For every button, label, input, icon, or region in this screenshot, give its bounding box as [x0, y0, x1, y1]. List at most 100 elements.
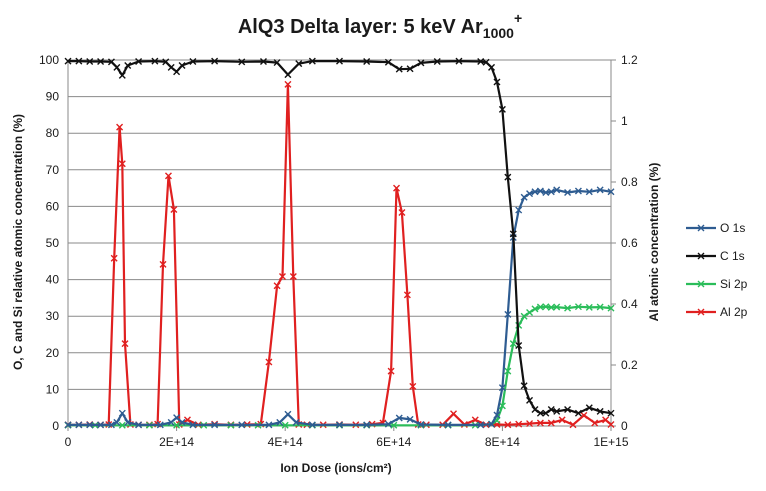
data-point — [238, 421, 246, 429]
data-point — [273, 59, 281, 67]
data-point — [547, 419, 555, 427]
data-point — [363, 57, 371, 65]
data-point — [515, 341, 523, 349]
data-point — [211, 57, 219, 65]
data-point — [498, 384, 506, 392]
chart-title-superscript: + — [514, 10, 522, 26]
data-point — [547, 303, 555, 311]
y-tick-label: 70 — [46, 163, 60, 177]
data-point — [124, 61, 132, 69]
data-point — [276, 418, 284, 426]
data-point — [536, 187, 544, 195]
data-point — [531, 305, 539, 313]
data-point — [151, 57, 159, 65]
data-point — [520, 193, 528, 201]
data-point — [113, 418, 121, 426]
y2-tick-label: 0.6 — [621, 236, 638, 250]
legend-label-si-2p: Si 2p — [720, 277, 748, 291]
data-point — [553, 303, 561, 311]
data-point — [515, 206, 523, 214]
y-axis-ticks: 0 10 20 30 40 50 60 70 80 90 100 — [39, 53, 59, 433]
data-point — [553, 186, 561, 194]
data-point — [409, 382, 417, 390]
y2-tick-label: 1 — [621, 114, 628, 128]
data-point — [450, 410, 458, 418]
series-layer — [64, 57, 615, 429]
data-point — [509, 230, 517, 238]
legend: O 1s C 1s Si 2p Al 2p — [686, 221, 748, 319]
data-point — [124, 418, 132, 426]
data-point — [336, 421, 343, 429]
x-axis-title: Ion Dose (ions/cm²) — [280, 461, 391, 475]
x-axis-ticks: 0 2E+14 4E+14 6E+14 8E+14 1E+15 — [65, 426, 629, 449]
data-point — [110, 254, 118, 262]
data-point — [547, 188, 555, 196]
data-point — [526, 396, 534, 404]
data-point — [531, 406, 539, 414]
y-tick-label: 0 — [52, 419, 59, 433]
data-point — [564, 406, 572, 414]
data-point — [509, 340, 517, 348]
y-tick-label: 60 — [46, 199, 60, 213]
legend-marker — [697, 224, 705, 232]
data-point — [308, 57, 316, 65]
data-point — [477, 57, 485, 65]
series-line-c-1s — [68, 59, 612, 415]
y-tick-label: 20 — [46, 346, 60, 360]
data-point — [183, 416, 191, 424]
data-point — [493, 78, 501, 86]
data-point — [167, 63, 175, 71]
data-point — [384, 420, 392, 428]
y2-tick-label: 0.2 — [621, 358, 638, 372]
data-point — [278, 273, 286, 281]
y2-tick-label: 1.2 — [621, 53, 638, 67]
legend-marker — [697, 280, 705, 288]
data-point — [574, 409, 582, 417]
data-point — [607, 188, 615, 196]
data-point — [363, 421, 371, 429]
data-point — [398, 209, 406, 216]
y-tick-label: 80 — [46, 126, 60, 140]
y-tick-label: 50 — [46, 236, 60, 250]
data-point — [493, 411, 501, 419]
data-point — [167, 418, 175, 426]
data-point — [107, 58, 115, 66]
data-point — [526, 309, 534, 317]
data-point — [164, 172, 172, 180]
x-tick-label: 8E+14 — [485, 435, 520, 449]
data-point — [607, 420, 615, 428]
y-tick-label: 30 — [46, 309, 60, 323]
data-point — [536, 409, 544, 417]
data-point — [542, 188, 550, 196]
data-point — [178, 418, 186, 426]
data-point — [170, 205, 178, 213]
data-point — [574, 303, 582, 311]
data-point — [526, 420, 534, 428]
data-point — [585, 404, 593, 412]
data-point — [118, 160, 126, 168]
data-point — [569, 421, 577, 429]
data-point — [580, 411, 588, 419]
data-point — [602, 416, 610, 424]
data-point — [520, 312, 528, 320]
data-point — [542, 409, 550, 417]
data-point — [292, 418, 300, 426]
data-point — [289, 273, 297, 281]
data-point — [482, 58, 490, 66]
data-point — [75, 421, 83, 429]
data-point — [281, 421, 289, 429]
chart-title-subscript: 1000 — [483, 25, 514, 41]
data-point — [259, 57, 267, 65]
data-point — [504, 421, 512, 429]
data-point — [387, 367, 395, 375]
data-point — [596, 407, 604, 415]
y-tick-label: 40 — [46, 273, 60, 287]
data-point — [574, 187, 582, 195]
data-point — [156, 421, 164, 429]
data-point — [417, 421, 425, 429]
data-point — [607, 304, 615, 312]
data-point — [471, 416, 479, 424]
data-point — [488, 420, 496, 428]
data-point — [86, 57, 94, 65]
data-point — [135, 421, 143, 429]
